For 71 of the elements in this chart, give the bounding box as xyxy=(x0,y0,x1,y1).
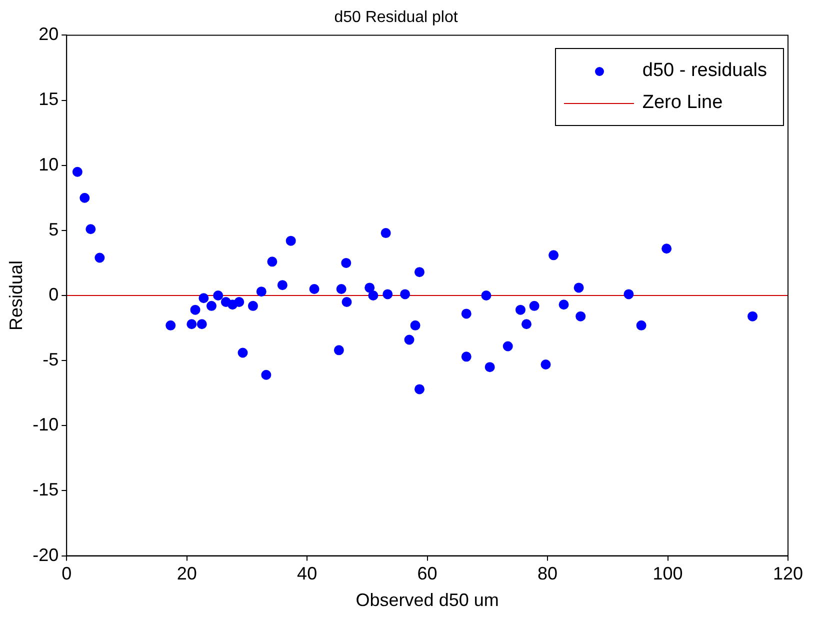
y-tick-label: 5 xyxy=(48,219,59,240)
point xyxy=(342,297,352,308)
point xyxy=(461,352,472,362)
x-tick-label: 20 xyxy=(176,564,197,584)
y-tick-label: -5 xyxy=(42,350,59,370)
x-tick-label: 100 xyxy=(652,564,683,584)
point xyxy=(515,304,526,315)
point xyxy=(404,334,414,345)
y-tick-label: 20 xyxy=(38,24,59,44)
point xyxy=(248,300,258,311)
point xyxy=(461,308,472,319)
point xyxy=(256,286,266,297)
point xyxy=(72,166,82,177)
x-tick-label: 80 xyxy=(538,564,558,584)
point xyxy=(414,267,424,278)
point xyxy=(558,300,569,310)
point xyxy=(502,341,513,352)
point xyxy=(624,289,634,300)
legend-label: d50 - residuals xyxy=(642,60,767,82)
x-tick-label: 40 xyxy=(297,564,318,584)
point xyxy=(267,256,278,267)
x-tick-label: 60 xyxy=(417,564,438,584)
x-axis-title: Observed d50 um xyxy=(356,590,499,610)
point xyxy=(382,289,393,300)
point xyxy=(334,345,344,356)
point xyxy=(540,359,551,370)
point xyxy=(336,284,346,294)
point xyxy=(364,282,375,293)
point xyxy=(190,304,200,315)
point xyxy=(341,258,352,268)
point xyxy=(400,289,410,300)
point xyxy=(186,319,197,330)
point xyxy=(94,252,105,263)
legend-label: Zero Line xyxy=(642,92,723,114)
point xyxy=(529,300,540,311)
point xyxy=(481,290,492,300)
point xyxy=(576,311,586,322)
point xyxy=(309,284,320,294)
point xyxy=(484,362,495,372)
point xyxy=(548,250,559,260)
point xyxy=(368,290,378,300)
point xyxy=(410,320,420,330)
y-tick-label: 15 xyxy=(38,89,59,110)
point xyxy=(234,297,244,308)
point xyxy=(574,282,584,293)
point xyxy=(636,320,646,330)
chart-title: d50 Residual plot xyxy=(334,9,458,26)
y-tick-label: -10 xyxy=(32,414,59,435)
point xyxy=(238,348,248,358)
point xyxy=(286,236,296,246)
point xyxy=(277,280,288,290)
point xyxy=(196,319,207,330)
point xyxy=(198,293,209,304)
x-tick-label: 120 xyxy=(772,564,804,584)
point xyxy=(86,224,96,234)
point xyxy=(80,192,90,203)
point xyxy=(166,320,176,330)
y-tick-label: 10 xyxy=(38,154,59,174)
point xyxy=(662,244,672,254)
y-axis-title: Residual xyxy=(6,260,26,331)
y-tick-label: -20 xyxy=(32,544,59,565)
point xyxy=(414,384,424,394)
point xyxy=(380,228,391,238)
point xyxy=(522,319,532,330)
point xyxy=(748,311,758,322)
x-tick-label: 0 xyxy=(62,564,72,584)
point xyxy=(206,300,216,311)
y-tick-label: -15 xyxy=(32,480,59,500)
y-tick-label: 0 xyxy=(48,284,59,304)
point xyxy=(261,370,272,380)
point xyxy=(213,290,224,300)
